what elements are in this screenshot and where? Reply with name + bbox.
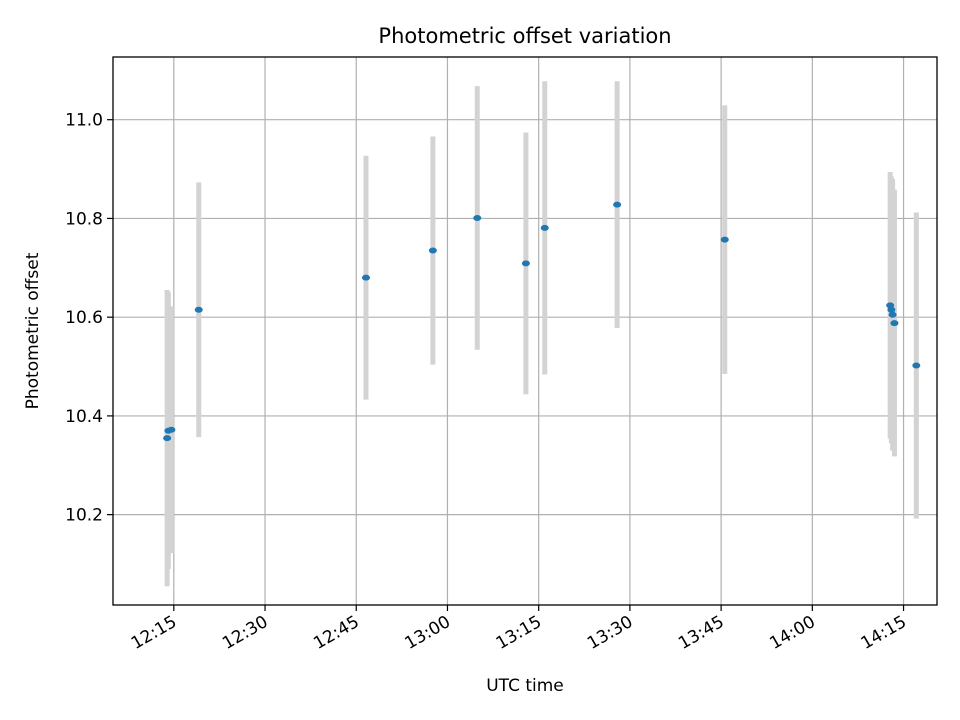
y-tick-label: 10.4 — [65, 407, 103, 427]
chart-title: Photometric offset variation — [378, 24, 671, 48]
data-point — [428, 247, 437, 254]
plot-frame — [112, 56, 938, 606]
data-point — [887, 306, 896, 313]
data-point — [163, 435, 172, 442]
data-point — [886, 302, 895, 309]
data-point — [521, 260, 530, 267]
data-point — [540, 224, 549, 231]
data-point — [167, 426, 176, 433]
data-point — [473, 214, 482, 221]
y-tick-label: 11.0 — [65, 111, 103, 131]
data-point — [720, 236, 729, 243]
data-point — [912, 362, 921, 369]
data-point — [194, 306, 203, 313]
data-point — [361, 274, 370, 281]
y-tick-label: 10.2 — [65, 506, 103, 526]
data-point — [890, 320, 899, 327]
data-points — [163, 201, 921, 442]
data-point — [888, 311, 897, 318]
y-axis-label: Photometric offset — [23, 252, 43, 409]
x-axis-label: UTC time — [486, 676, 564, 696]
y-tick-label: 10.6 — [65, 308, 103, 328]
y-tick-label: 10.8 — [65, 209, 103, 229]
data-point — [613, 201, 622, 208]
